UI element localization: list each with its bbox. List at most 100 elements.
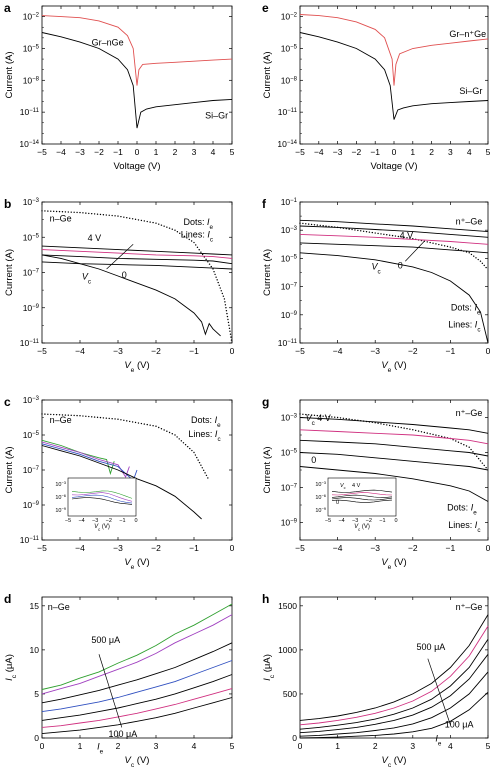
data-point — [152, 425, 154, 427]
series-line — [299, 242, 489, 254]
annotation: 100 μA — [109, 729, 138, 739]
data-point — [171, 433, 173, 435]
data-point — [368, 231, 371, 233]
annotation: 4 V — [400, 231, 414, 241]
series-line — [299, 233, 489, 245]
data-point — [325, 225, 327, 227]
inset-x-tick-label: −1 — [119, 518, 125, 524]
data-point — [85, 415, 87, 417]
x-axis-label: Voltage (V) — [114, 161, 161, 172]
data-point — [224, 304, 227, 306]
data-point — [481, 462, 484, 464]
data-point — [79, 211, 81, 214]
data-point — [227, 321, 230, 324]
data-point — [391, 425, 394, 427]
data-point — [61, 211, 64, 213]
data-point — [468, 252, 470, 254]
data-point — [140, 422, 143, 425]
panel-label: d — [4, 592, 11, 606]
data-point — [96, 416, 99, 419]
data-point — [186, 237, 188, 239]
data-point — [184, 444, 187, 446]
data-point — [223, 298, 226, 300]
x-tick-label: 0 — [230, 543, 235, 553]
series-dots — [41, 210, 233, 341]
x-tick-label: 2 — [429, 147, 434, 157]
x-tick-label: −1 — [113, 147, 123, 157]
data-point — [473, 255, 475, 257]
annotation: 500 μA — [417, 642, 446, 652]
series-line — [299, 252, 489, 344]
data-point — [479, 460, 482, 462]
series-line — [299, 654, 489, 734]
x-tick-label: 0 — [486, 543, 491, 553]
inset-x-tick-label: −2 — [366, 518, 372, 524]
data-point — [229, 333, 232, 335]
data-point — [93, 213, 96, 215]
x-tick-label: −3 — [113, 543, 123, 553]
inset-annotation: 4 V — [352, 483, 361, 489]
data-point — [220, 290, 222, 292]
inset-x-tick-label: −4 — [78, 518, 84, 524]
data-point — [230, 339, 233, 341]
y-tick-label: 10 — [30, 645, 40, 655]
data-point — [82, 415, 84, 417]
inset-x-tick-label: −4 — [338, 518, 344, 524]
annotation: n⁺–Ge — [456, 408, 483, 418]
x-tick-label: 1 — [154, 147, 159, 157]
data-point — [371, 231, 374, 234]
y-axis-label: Current (A) — [4, 249, 15, 296]
x-tick-label: −2 — [151, 543, 161, 553]
data-point — [111, 418, 113, 420]
data-point — [225, 309, 228, 312]
x-tick-label: −2 — [151, 346, 161, 356]
data-point — [67, 211, 70, 213]
data-point — [391, 234, 394, 237]
panel-label: e — [262, 1, 269, 15]
annotation: Vc 4 V — [306, 413, 331, 427]
data-point — [351, 228, 353, 231]
data-point — [230, 336, 232, 338]
annotation: 0 — [311, 455, 316, 465]
data-point — [126, 420, 128, 422]
data-point — [394, 425, 397, 428]
data-point — [316, 414, 319, 417]
x-tick-label: −5 — [37, 346, 47, 356]
data-point — [380, 233, 382, 235]
data-point — [158, 426, 160, 429]
data-point — [171, 228, 173, 230]
x-tick-label: −3 — [113, 346, 123, 356]
annotation: Si–Gr — [459, 86, 482, 96]
x-tick-label: 3 — [154, 741, 159, 751]
data-point — [348, 418, 350, 420]
annotation: Gr–nGe — [92, 37, 124, 47]
y-tick-label: 10−8 — [281, 75, 298, 85]
data-point — [380, 423, 382, 425]
data-point — [168, 431, 171, 434]
y-tick-label: 10−11 — [20, 338, 40, 348]
y-axis-label: Current (A) — [262, 52, 273, 99]
series-line — [299, 219, 489, 233]
data-point — [195, 244, 197, 246]
data-point — [193, 451, 195, 454]
data-point — [477, 258, 479, 261]
data-point — [400, 426, 402, 429]
data-point — [313, 224, 316, 226]
data-point — [55, 413, 58, 416]
data-point — [435, 434, 437, 436]
data-point — [345, 418, 347, 420]
data-point — [123, 216, 125, 218]
data-point — [322, 225, 324, 227]
annotation: Lines: Ic — [448, 520, 480, 534]
panel-e: e −5 −4 −3 −2 −1 0 1 2 3 4 5 10−14 10−11 10−8 10−5 10−2 V… — [262, 1, 491, 172]
inset-x-tick-label: −1 — [379, 518, 385, 524]
data-point — [455, 440, 457, 442]
panel-h: h 0 1 2 3 4 5 0 500 1000 1500 Vc (V) Ic (μA) n⁺–Ge 500… — [262, 592, 491, 768]
data-point — [41, 210, 43, 212]
data-point — [128, 217, 131, 219]
panel-label: g — [262, 395, 269, 409]
panel-f: f −5 −4 −3 −2 −1 0 10−11 10−9 10−7 10−5 10−3 10−1 Ve … — [262, 197, 491, 374]
data-point — [476, 455, 478, 458]
x-tick-label: 3 — [410, 741, 415, 751]
data-point — [202, 469, 205, 472]
